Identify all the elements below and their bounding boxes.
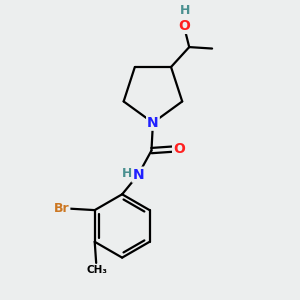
Text: CH₃: CH₃ bbox=[86, 265, 107, 275]
Text: N: N bbox=[147, 116, 159, 130]
Text: N: N bbox=[133, 168, 144, 182]
Text: H: H bbox=[122, 167, 132, 180]
Text: O: O bbox=[173, 142, 185, 156]
Text: O: O bbox=[178, 19, 190, 33]
Text: Br: Br bbox=[54, 202, 69, 215]
Text: H: H bbox=[180, 4, 190, 17]
